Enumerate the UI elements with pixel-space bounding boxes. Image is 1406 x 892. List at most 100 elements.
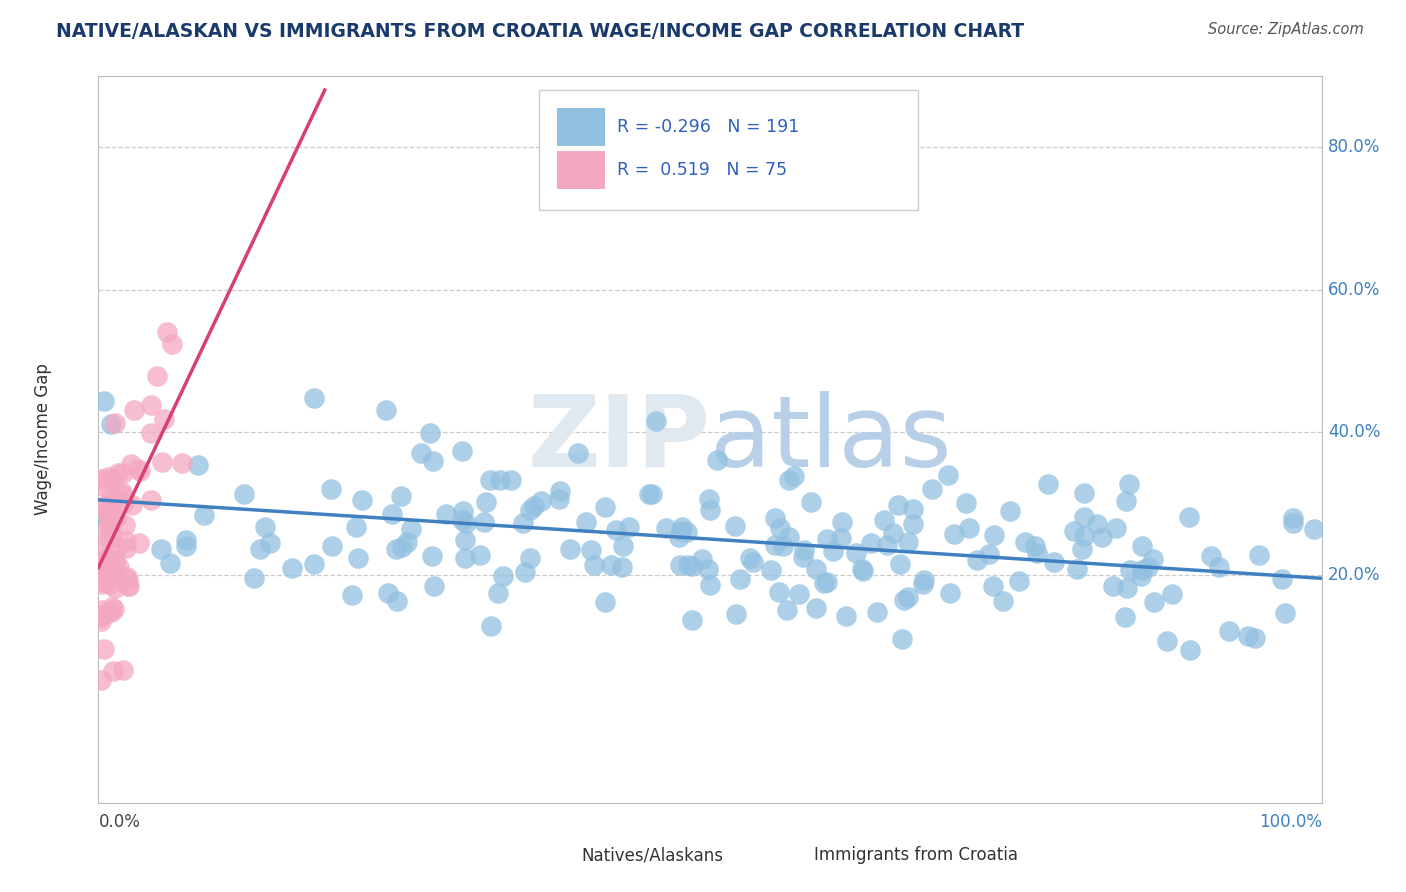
Point	[115, 534, 138, 549]
Point	[1281, 516, 1303, 530]
Point	[1026, 546, 1049, 560]
Point	[114, 517, 136, 532]
Point	[146, 368, 169, 383]
Text: Natives/Alaskans: Natives/Alaskans	[582, 847, 724, 864]
Point	[172, 456, 194, 470]
Point	[319, 483, 342, 497]
Point	[90, 603, 112, 617]
Point	[605, 523, 627, 537]
Point	[91, 561, 114, 575]
Point	[90, 556, 112, 570]
Point	[153, 412, 176, 426]
Point	[593, 595, 616, 609]
Point	[93, 393, 115, 408]
Point	[882, 525, 904, 540]
Point	[127, 462, 149, 476]
Point	[1129, 569, 1152, 583]
Point	[98, 515, 121, 529]
Point	[346, 519, 368, 533]
Point	[120, 458, 142, 472]
Point	[1178, 510, 1201, 524]
Point	[488, 586, 510, 600]
Point	[806, 601, 828, 615]
Point	[897, 534, 920, 549]
Point	[1218, 624, 1240, 638]
Point	[90, 577, 112, 591]
Point	[903, 516, 925, 531]
Point	[1161, 587, 1184, 601]
Point	[699, 502, 721, 516]
Point	[232, 487, 254, 501]
Text: R = -0.296   N = 191: R = -0.296 N = 191	[617, 118, 800, 136]
Point	[104, 416, 127, 430]
Point	[420, 549, 443, 563]
Point	[981, 579, 1004, 593]
Point	[93, 641, 115, 656]
Point	[409, 445, 432, 459]
Point	[97, 514, 120, 528]
Point	[1178, 642, 1201, 657]
Point	[1118, 476, 1140, 491]
Text: Source: ZipAtlas.com: Source: ZipAtlas.com	[1208, 22, 1364, 37]
Point	[101, 472, 124, 486]
Point	[1105, 521, 1128, 535]
Point	[593, 500, 616, 515]
Point	[641, 486, 664, 500]
Point	[385, 542, 408, 557]
Point	[821, 544, 844, 558]
Point	[860, 536, 883, 550]
Point	[156, 325, 179, 339]
Point	[893, 593, 915, 607]
Point	[991, 594, 1014, 608]
Point	[302, 391, 325, 405]
Point	[121, 498, 143, 512]
Point	[104, 581, 127, 595]
Point	[98, 577, 121, 591]
Point	[90, 673, 112, 687]
Point	[671, 520, 693, 534]
Point	[523, 500, 546, 514]
Point	[450, 513, 472, 527]
Point	[97, 521, 120, 535]
Point	[835, 608, 858, 623]
Point	[831, 515, 853, 529]
Point	[1063, 524, 1085, 539]
Point	[696, 562, 718, 576]
Point	[90, 500, 112, 514]
Point	[391, 489, 413, 503]
Point	[242, 571, 264, 585]
Point	[100, 599, 122, 614]
Point	[891, 632, 914, 647]
Point	[347, 550, 370, 565]
Text: R =  0.519   N = 75: R = 0.519 N = 75	[617, 161, 787, 179]
Point	[107, 560, 129, 574]
Point	[340, 588, 363, 602]
Point	[579, 543, 602, 558]
Point	[93, 566, 115, 580]
Point	[1071, 542, 1094, 557]
Point	[769, 521, 792, 535]
Point	[759, 563, 782, 577]
Text: 20.0%: 20.0%	[1327, 566, 1381, 583]
Point	[912, 573, 935, 587]
Point	[1156, 634, 1178, 648]
Point	[110, 487, 132, 501]
Point	[111, 466, 134, 480]
Point	[977, 548, 1000, 562]
Point	[897, 590, 920, 604]
Point	[374, 403, 396, 417]
Point	[100, 494, 122, 508]
Point	[100, 605, 122, 619]
Point	[998, 504, 1021, 518]
Point	[547, 492, 569, 507]
Point	[100, 417, 122, 431]
Point	[454, 550, 477, 565]
Point	[886, 498, 908, 512]
Point	[1115, 494, 1137, 508]
Text: 80.0%: 80.0%	[1327, 138, 1381, 156]
Point	[763, 511, 786, 525]
Point	[470, 549, 492, 563]
Point	[434, 507, 457, 521]
Point	[676, 525, 699, 540]
Point	[115, 570, 138, 584]
